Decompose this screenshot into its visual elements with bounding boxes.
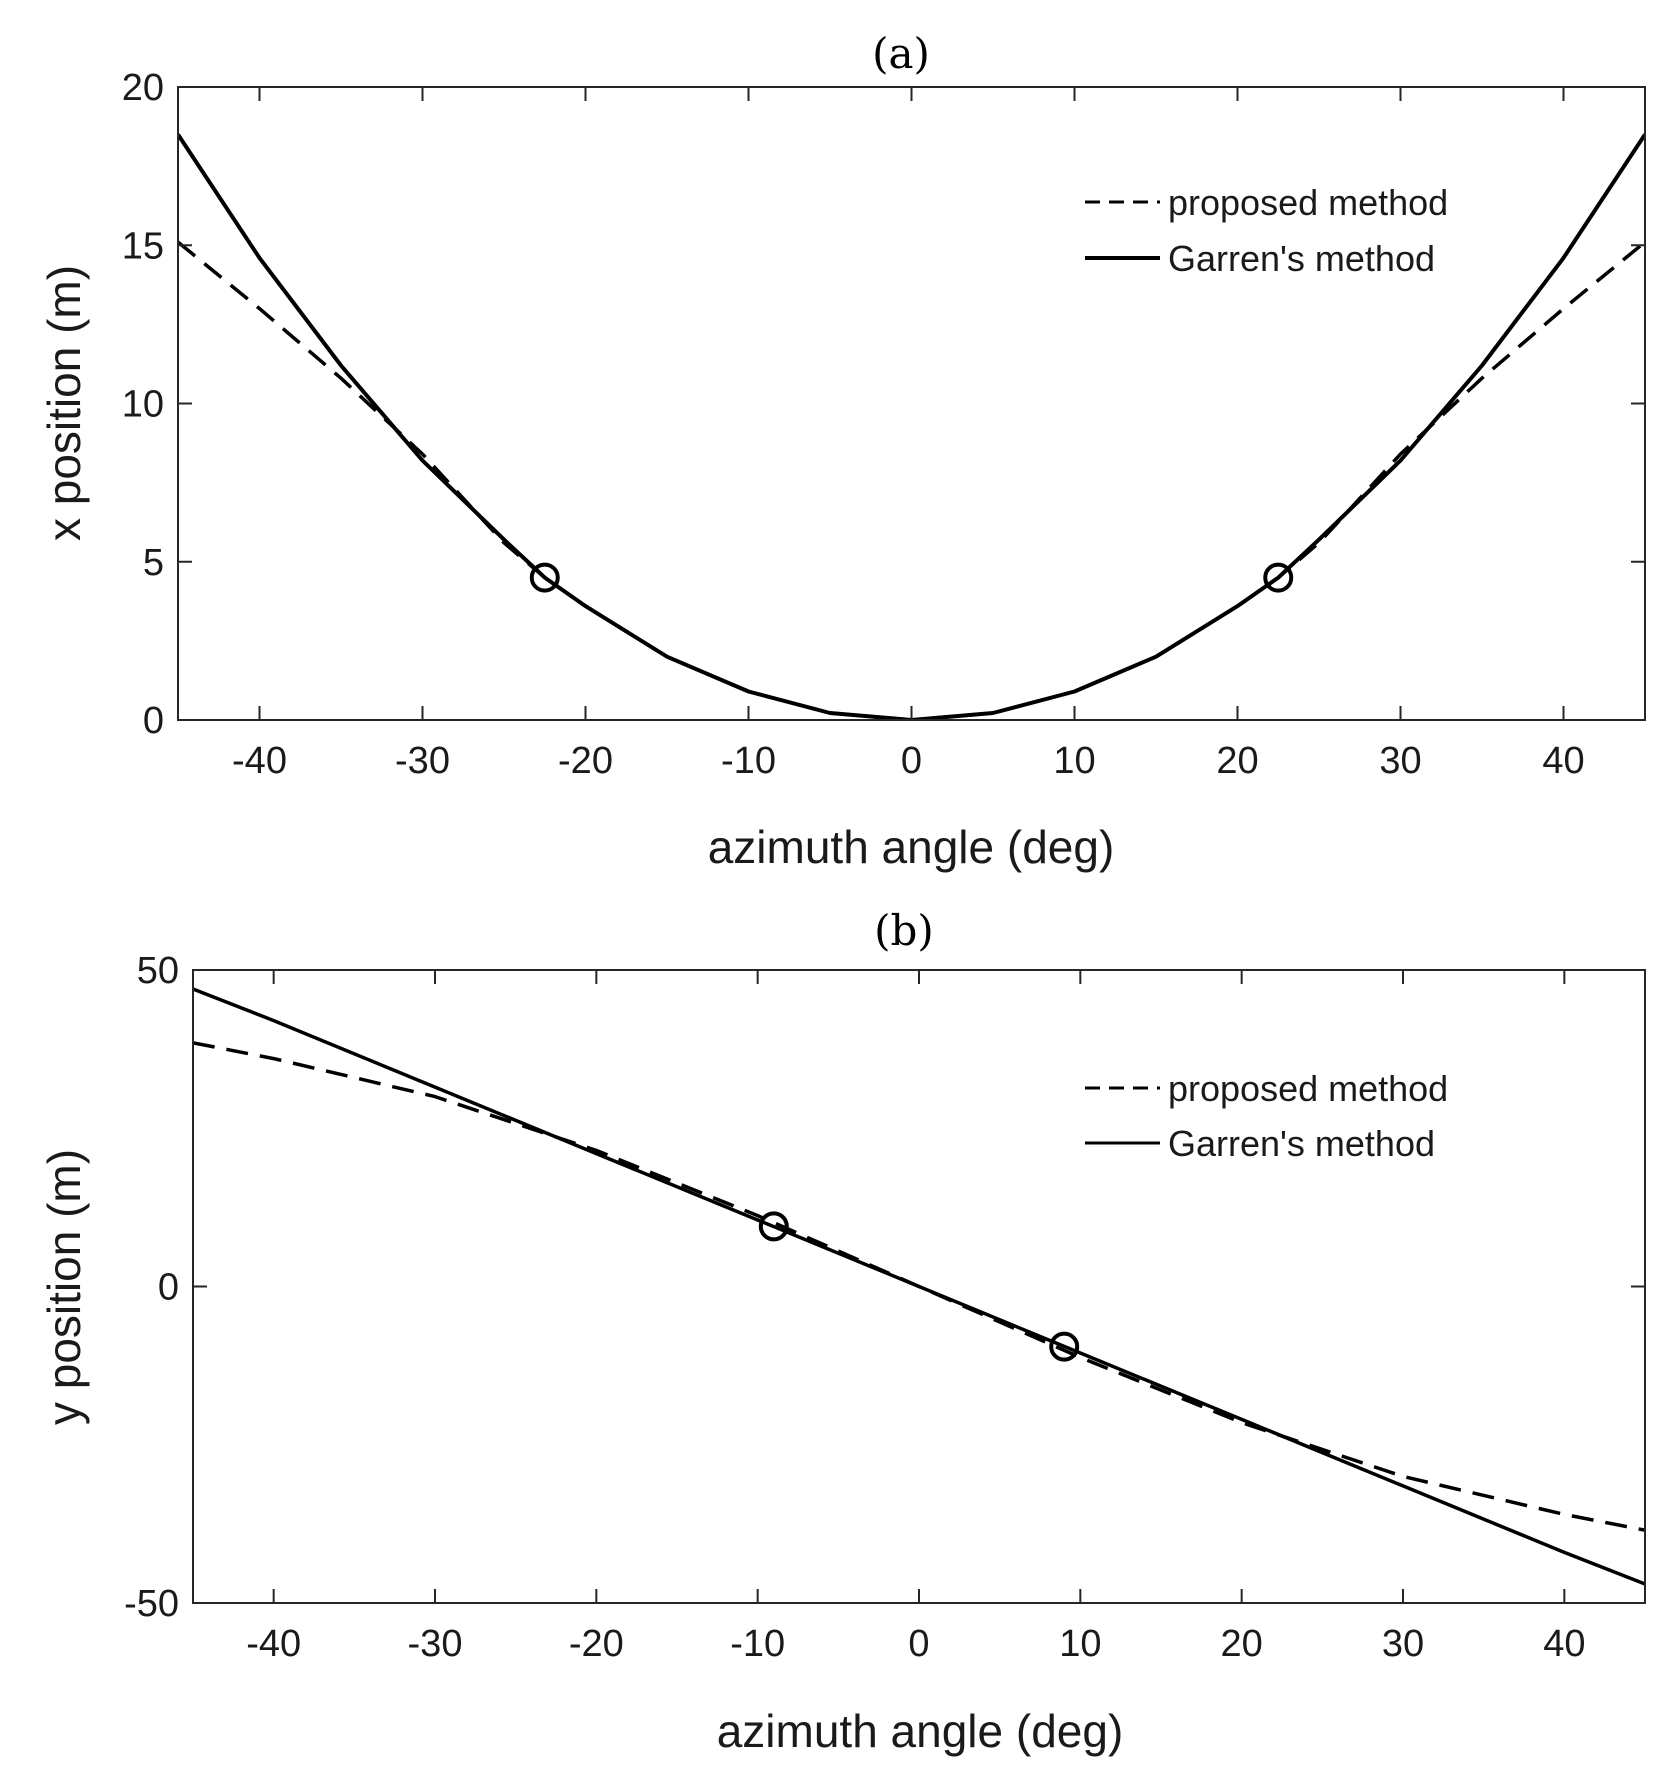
panel-a-x-tick-label: -10	[721, 740, 776, 782]
panel-b-x-tick-label: -10	[730, 1623, 785, 1665]
panel-a-title: (a)	[872, 29, 930, 78]
panel-b-ticks: -40 -30 -20 -10 0 10 20 30 40 -50 0 50	[124, 950, 1645, 1665]
panel-b-y-axis-label: y position (m)	[38, 1149, 90, 1425]
panel-a-x-tick-label: -20	[558, 740, 613, 782]
panel-b-x-tick-label: 10	[1059, 1623, 1101, 1665]
panel-a-y-tick-label: 5	[143, 542, 164, 584]
panel-b-title: (b)	[874, 906, 934, 955]
panel-a-x-tick-label: -40	[232, 740, 287, 782]
panel-b-circle-marker	[758, 1211, 789, 1242]
panel-b-x-tick-label: -20	[569, 1623, 624, 1665]
panel-b-x-tick-label: 0	[908, 1623, 929, 1665]
panel-b-y-tick-label: 50	[137, 950, 179, 992]
panel-b-y-tick-label: 0	[158, 1267, 179, 1309]
panel-b-x-tick-label: 20	[1221, 1623, 1263, 1665]
panel-a-legend: proposed method Garren's method	[1085, 182, 1448, 279]
panel-a-x-tick-label: 20	[1216, 740, 1258, 782]
panel-b: (b) -40 -30 -20 -10 0 10 20 30 40 -50 0 50 azimuth …	[38, 906, 1646, 1757]
panel-a-legend-label-proposed: proposed method	[1168, 182, 1448, 223]
panel-a-x-tick-label: 10	[1053, 740, 1095, 782]
panel-b-x-tick-label: 40	[1543, 1623, 1585, 1665]
panel-a-y-tick-label: 20	[122, 67, 164, 109]
panel-a-circle-marker	[1263, 562, 1294, 593]
panel-a-series-proposed-line	[178, 240, 1645, 720]
panel-a-series-garren-line	[178, 133, 1645, 720]
panel-b-legend-label-proposed: proposed method	[1168, 1068, 1448, 1109]
panel-a-x-tick-label: 40	[1542, 740, 1584, 782]
panel-a-y-tick-label: 0	[143, 700, 164, 742]
panel-b-x-tick-label: -30	[408, 1623, 463, 1665]
panel-b-legend: proposed method Garren's method	[1085, 1068, 1448, 1164]
panel-b-x-tick-label: 30	[1382, 1623, 1424, 1665]
panel-a-y-tick-label: 15	[122, 225, 164, 267]
panel-b-y-tick-label: -50	[124, 1583, 179, 1625]
panel-a-plot-area	[178, 133, 1645, 720]
panel-a-y-axis-label: x position (m)	[38, 265, 90, 541]
panel-a-circle-marker	[529, 562, 560, 593]
panel-a-x-axis-label: azimuth angle (deg)	[708, 821, 1115, 873]
panel-a-legend-label-garren: Garren's method	[1168, 238, 1435, 279]
panel-a-y-tick-label: 10	[122, 384, 164, 426]
panel-b-series-garren-line	[193, 987, 1645, 1586]
panel-a-x-tick-label: 0	[901, 740, 922, 782]
panel-a-x-tick-label: 30	[1379, 740, 1421, 782]
panel-a-ticks: -40 -30 -20 -10 0 10 20 30 40 0 5 10 15 20	[122, 67, 1645, 782]
panel-a-x-tick-label: -30	[395, 740, 450, 782]
panel-b-x-tick-label: -40	[246, 1623, 301, 1665]
panel-b-x-axis-label: azimuth angle (deg)	[717, 1705, 1124, 1757]
panel-b-legend-label-garren: Garren's method	[1168, 1123, 1435, 1164]
panel-b-plot-area	[193, 987, 1645, 1586]
panel-b-circle-marker	[1049, 1331, 1080, 1362]
panel-a: (a) -40 -30 -20 -10 0 10 20 30 40 0 5 10 15 20 azimut…	[38, 29, 1646, 873]
